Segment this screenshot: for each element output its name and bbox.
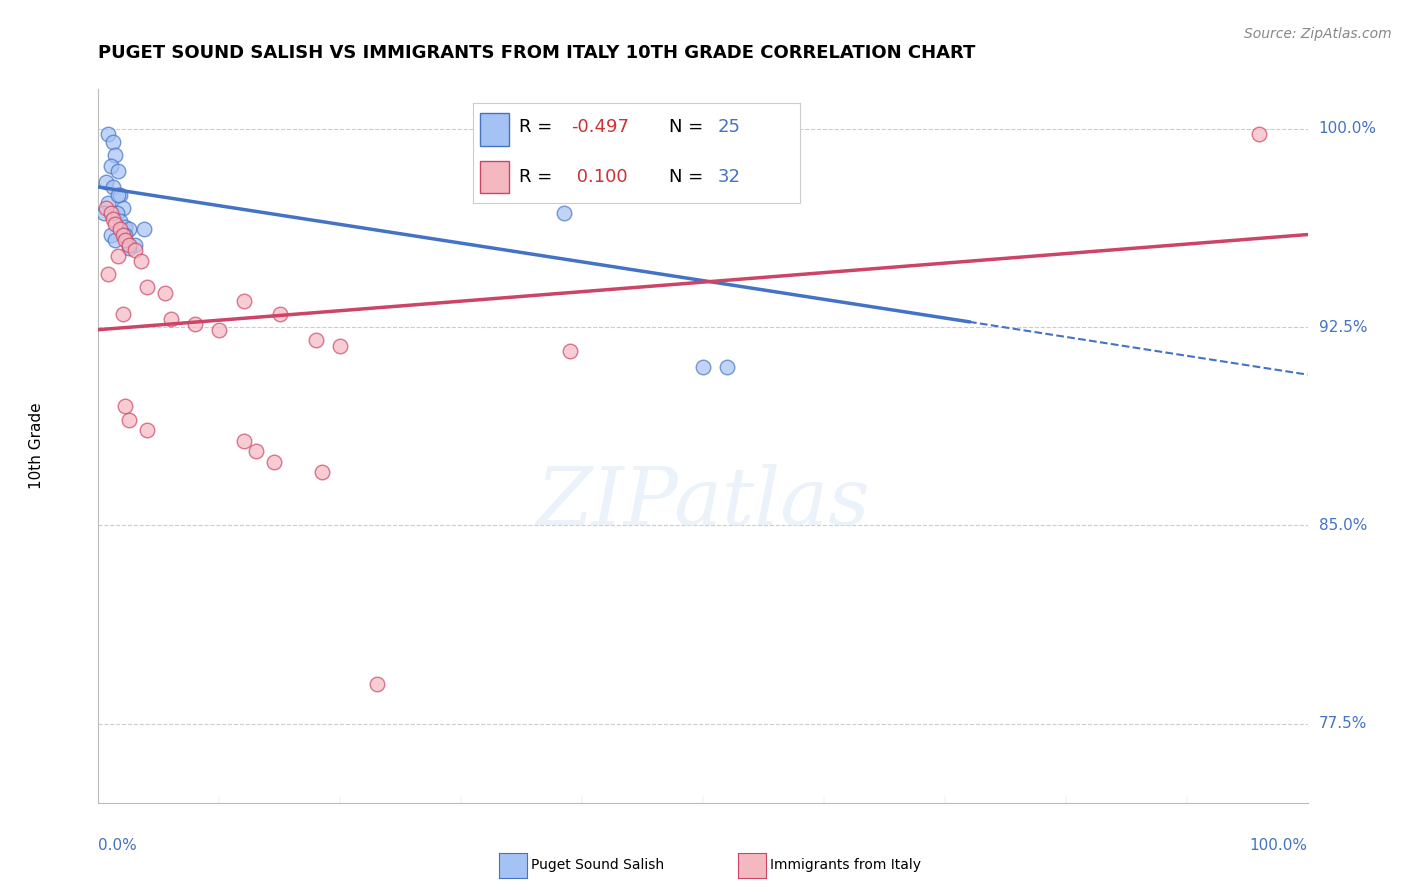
Point bbox=[118, 238, 141, 252]
Point bbox=[100, 159, 122, 173]
Point bbox=[111, 201, 134, 215]
Point bbox=[135, 423, 157, 437]
Point bbox=[100, 206, 122, 220]
Point bbox=[104, 233, 127, 247]
Point bbox=[97, 195, 120, 210]
Point bbox=[118, 412, 141, 426]
Text: 100.0%: 100.0% bbox=[1319, 121, 1376, 136]
Text: PUGET SOUND SALISH VS IMMIGRANTS FROM ITALY 10TH GRADE CORRELATION CHART: PUGET SOUND SALISH VS IMMIGRANTS FROM IT… bbox=[98, 45, 976, 62]
Point bbox=[108, 222, 131, 236]
Text: Source: ZipAtlas.com: Source: ZipAtlas.com bbox=[1244, 27, 1392, 41]
Point bbox=[111, 227, 134, 242]
Point bbox=[101, 180, 124, 194]
Point bbox=[104, 148, 127, 162]
Point bbox=[366, 677, 388, 691]
Point bbox=[118, 241, 141, 255]
Point bbox=[263, 455, 285, 469]
Point bbox=[184, 318, 207, 332]
Point bbox=[208, 323, 231, 337]
Text: 10th Grade: 10th Grade bbox=[30, 402, 44, 490]
Point bbox=[232, 434, 254, 448]
Point bbox=[232, 293, 254, 308]
Point bbox=[160, 312, 183, 326]
Point bbox=[311, 466, 333, 480]
Point bbox=[108, 188, 131, 202]
Point bbox=[553, 206, 575, 220]
Text: Immigrants from Italy: Immigrants from Italy bbox=[770, 858, 921, 872]
Point bbox=[692, 359, 714, 374]
Point bbox=[118, 222, 141, 236]
Point bbox=[269, 307, 291, 321]
Point bbox=[108, 214, 131, 228]
Point bbox=[135, 280, 157, 294]
Text: 77.5%: 77.5% bbox=[1319, 716, 1367, 731]
Point bbox=[94, 175, 117, 189]
Point bbox=[124, 244, 146, 258]
Point bbox=[153, 285, 176, 300]
Point bbox=[111, 307, 134, 321]
Point bbox=[97, 127, 120, 141]
Point bbox=[245, 444, 267, 458]
Point bbox=[107, 188, 129, 202]
Text: 92.5%: 92.5% bbox=[1319, 319, 1367, 334]
Point bbox=[124, 238, 146, 252]
Point bbox=[101, 211, 124, 226]
Point bbox=[114, 400, 136, 414]
Point bbox=[716, 359, 738, 374]
Point bbox=[105, 206, 128, 220]
Point bbox=[305, 333, 328, 347]
Point bbox=[94, 201, 117, 215]
Text: 0.0%: 0.0% bbox=[98, 838, 138, 854]
Point bbox=[107, 249, 129, 263]
Point bbox=[114, 227, 136, 242]
Point bbox=[97, 267, 120, 281]
Point bbox=[104, 217, 127, 231]
Text: ZIPatlas: ZIPatlas bbox=[536, 465, 870, 541]
Text: 100.0%: 100.0% bbox=[1250, 838, 1308, 854]
Point bbox=[134, 222, 156, 236]
Point bbox=[93, 206, 115, 220]
Point bbox=[329, 338, 352, 352]
Text: Puget Sound Salish: Puget Sound Salish bbox=[531, 858, 665, 872]
Text: 85.0%: 85.0% bbox=[1319, 517, 1367, 533]
Point bbox=[101, 135, 124, 149]
Point bbox=[100, 227, 122, 242]
Point bbox=[129, 254, 152, 268]
Point bbox=[558, 343, 581, 358]
Point bbox=[114, 233, 136, 247]
Point bbox=[114, 219, 136, 234]
Point bbox=[1249, 127, 1271, 141]
Point bbox=[107, 164, 129, 178]
